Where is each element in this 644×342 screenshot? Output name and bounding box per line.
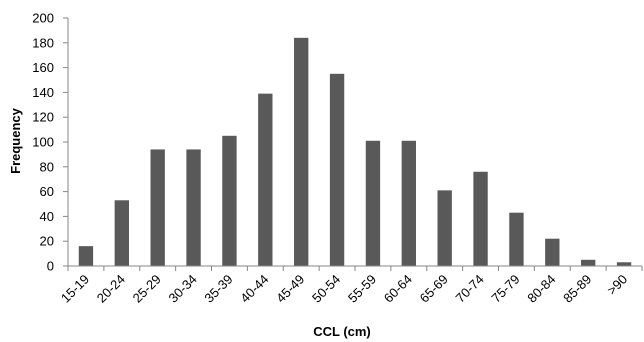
x-tick-label: 20-24	[94, 272, 128, 306]
y-axis-title: Frequency	[8, 107, 23, 174]
x-tick-label: 85-89	[560, 272, 594, 306]
y-tick-label: 40	[40, 209, 54, 224]
x-tick-label: 70-74	[453, 272, 487, 306]
x-tick-label: 35-39	[201, 272, 235, 306]
y-tick-label: 60	[40, 184, 54, 199]
y-tick-label: 160	[32, 60, 54, 75]
bars	[78, 37, 632, 267]
x-tick-label: 15-19	[58, 272, 92, 306]
x-tick-label: 30-34	[166, 272, 200, 306]
x-tick-label: 75-79	[488, 272, 522, 306]
bar	[545, 238, 560, 266]
bar	[329, 73, 345, 266]
bar	[186, 149, 201, 266]
bar	[365, 140, 381, 266]
y-tick-label: 200	[32, 11, 54, 26]
bar	[401, 140, 416, 266]
bar	[222, 135, 237, 266]
y-axis-ticks: 0 20 40 60 80 100 120 140 160 180 200	[32, 11, 68, 274]
y-tick-label: 180	[32, 35, 54, 50]
y-tick-label: 0	[47, 259, 54, 274]
bar	[294, 37, 309, 267]
bar	[581, 259, 596, 266]
bar	[509, 212, 524, 266]
x-tick-label: 45-49	[273, 272, 307, 306]
bar	[150, 149, 165, 266]
x-tick-label: 40-44	[237, 272, 271, 306]
x-tick-label: 50-54	[309, 272, 343, 306]
x-tick-label: 80-84	[524, 272, 558, 306]
y-tick-label: 80	[40, 159, 54, 174]
y-tick-label: 140	[32, 85, 54, 100]
x-axis-title: CCL (cm)	[313, 324, 371, 339]
bar	[616, 262, 632, 266]
bar	[258, 93, 273, 266]
x-axis-ticks: 15-19 20-24 25-29 30-34 35-39 40-44 45-49 50-54…	[58, 266, 643, 306]
y-tick-label: 120	[32, 110, 54, 125]
x-tick-label: >90	[604, 272, 630, 298]
bar	[437, 190, 452, 266]
bar	[114, 200, 129, 266]
x-tick-label: 55-59	[345, 272, 379, 306]
x-tick-label: 60-64	[381, 272, 415, 306]
y-tick-label: 20	[40, 234, 54, 249]
bar	[473, 171, 488, 266]
x-tick-label: 25-29	[130, 272, 164, 306]
bar	[78, 246, 94, 266]
x-tick-label: 65-69	[417, 272, 451, 306]
y-tick-label: 100	[32, 135, 54, 150]
